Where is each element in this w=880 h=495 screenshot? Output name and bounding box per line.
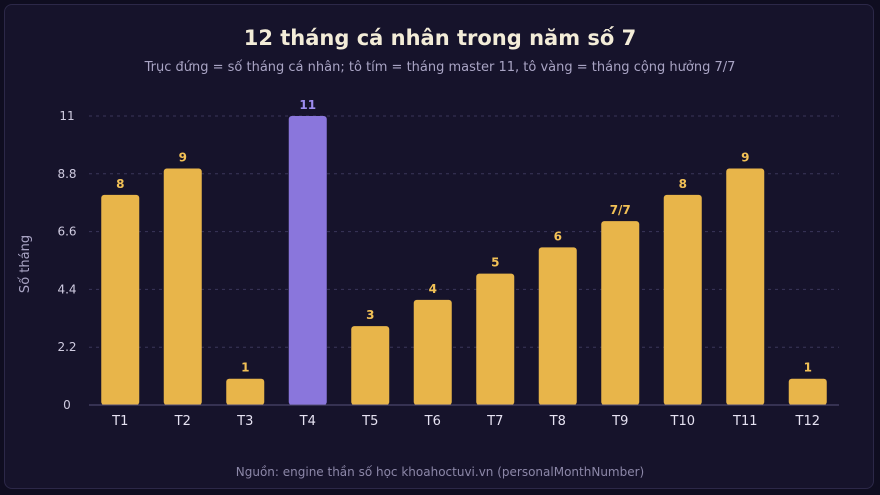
- y-tick-label: 2.2: [57, 340, 76, 354]
- x-tick-label: T8: [549, 414, 566, 429]
- bar: [663, 194, 702, 405]
- data-label: 9: [741, 151, 749, 165]
- x-tick-label: T5: [361, 414, 378, 429]
- y-tick-label: 11: [59, 109, 74, 123]
- data-label: 3: [366, 308, 374, 322]
- bar: [101, 194, 140, 405]
- bar: [351, 326, 390, 405]
- chart-subtitle: Trục đứng = số tháng cá nhân; tô tím = t…: [144, 60, 736, 75]
- x-tick-label: T2: [174, 414, 191, 429]
- data-label: 11: [299, 98, 316, 112]
- bar: [163, 168, 202, 405]
- data-label: 8: [679, 177, 687, 191]
- x-tick-label: T4: [299, 414, 316, 429]
- chart-card: 12 tháng cá nhân trong năm số 7 Trục đứn…: [4, 4, 874, 489]
- bar: [788, 378, 827, 405]
- y-axis-label: Số tháng: [18, 235, 33, 293]
- y-tick-label: 4.4: [57, 282, 76, 296]
- x-tick-label: T12: [795, 414, 820, 429]
- y-tick-label: 8.8: [57, 167, 76, 181]
- x-tick-label: T1: [111, 414, 128, 429]
- gridlines: [89, 115, 839, 348]
- x-tick-label: T7: [486, 414, 503, 429]
- chart-source: Nguồn: engine thần số học khoahoctuvi.vn…: [236, 465, 644, 479]
- data-label: 9: [179, 151, 187, 165]
- x-tick-label: T10: [670, 414, 695, 429]
- y-axis-ticks: 0 2.2 4.4 6.6 8.8 11: [57, 109, 76, 412]
- bar: [288, 116, 327, 405]
- bar: [601, 221, 640, 405]
- x-tick-label: T3: [236, 414, 253, 429]
- data-label: 1: [804, 361, 812, 375]
- data-label: 7/7: [610, 203, 631, 217]
- bar: [413, 299, 452, 405]
- x-tick-label: T6: [424, 414, 441, 429]
- x-tick-label: T9: [611, 414, 628, 429]
- x-axis-ticks: T1 T2 T3 T4 T5 T6 T7 T8 T9 T10 T11 T12: [111, 414, 820, 429]
- data-label: 1: [241, 361, 249, 375]
- data-label: 4: [429, 282, 437, 296]
- bar: [538, 247, 577, 405]
- bars: [101, 116, 827, 405]
- bar-chart: 12 tháng cá nhân trong năm số 7 Trục đứn…: [18, 26, 839, 479]
- data-label: 6: [554, 229, 562, 243]
- data-label: 8: [116, 177, 124, 191]
- x-tick-label: T11: [732, 414, 757, 429]
- y-tick-label: 6.6: [57, 225, 76, 239]
- y-tick-label: 0: [63, 398, 71, 412]
- bar: [476, 273, 515, 405]
- chart-title: 12 tháng cá nhân trong năm số 7: [244, 26, 637, 50]
- bar: [226, 378, 265, 405]
- bar: [726, 168, 765, 405]
- data-label: 5: [491, 256, 499, 270]
